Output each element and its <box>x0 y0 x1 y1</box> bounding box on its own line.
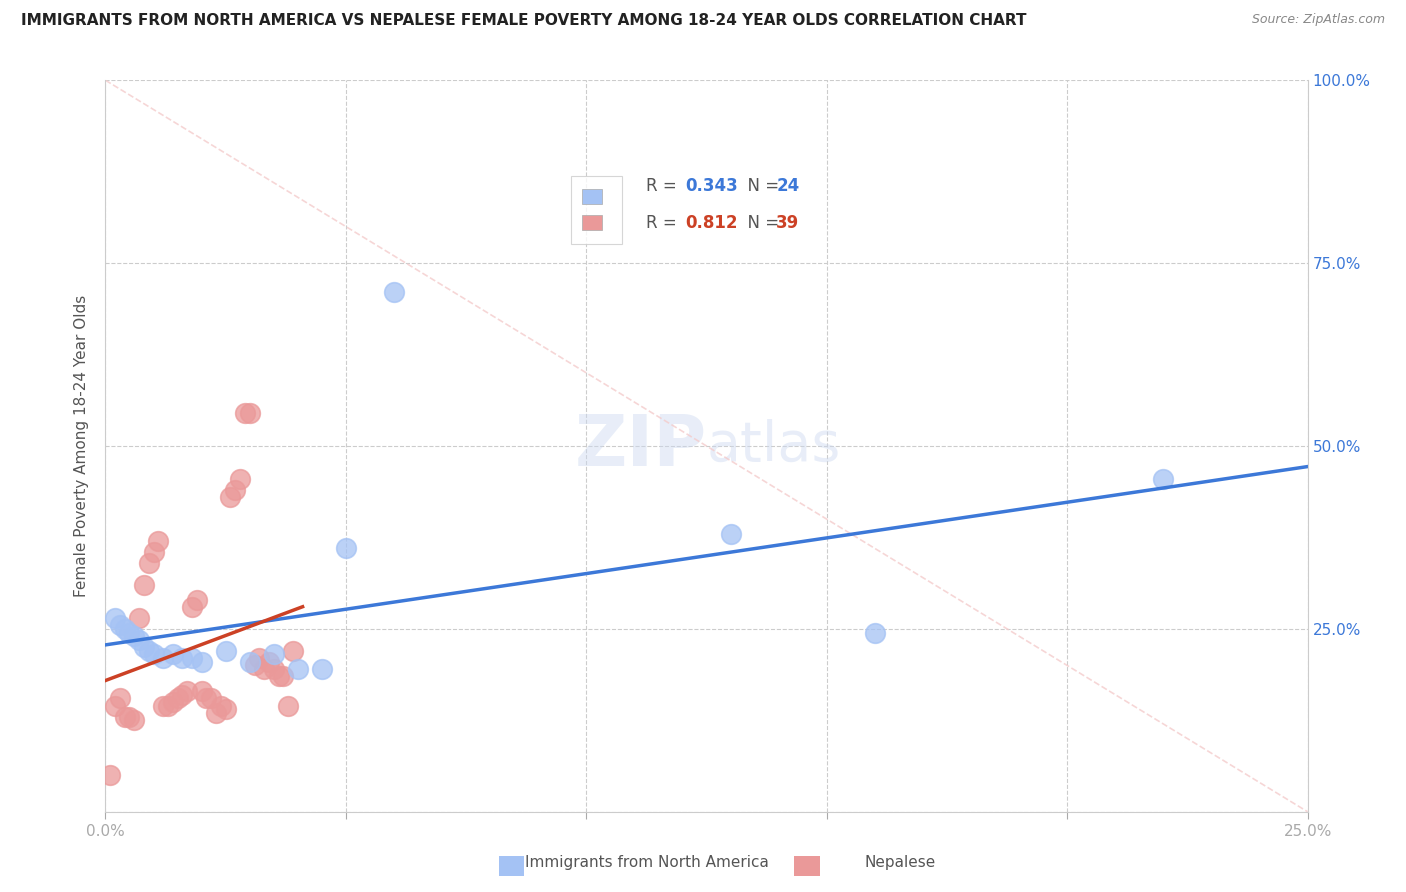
Point <box>720 526 742 541</box>
Point <box>128 632 150 647</box>
Y-axis label: Female Poverty Among 18-24 Year Olds: Female Poverty Among 18-24 Year Olds <box>75 295 90 597</box>
Legend: , : , <box>571 177 623 244</box>
Point <box>118 625 141 640</box>
Point <box>243 658 266 673</box>
Point <box>176 684 198 698</box>
Text: Nepalese: Nepalese <box>865 855 935 870</box>
Point <box>104 698 127 713</box>
Text: 0.812: 0.812 <box>685 214 737 232</box>
Point <box>172 651 194 665</box>
Point <box>132 578 155 592</box>
Point <box>200 691 222 706</box>
Text: atlas: atlas <box>707 419 841 473</box>
Point <box>156 698 179 713</box>
Point <box>263 648 285 662</box>
Point <box>124 714 146 728</box>
Text: IMMIGRANTS FROM NORTH AMERICA VS NEPALESE FEMALE POVERTY AMONG 18-24 YEAR OLDS C: IMMIGRANTS FROM NORTH AMERICA VS NEPALES… <box>21 13 1026 29</box>
Point <box>98 768 121 782</box>
Text: 24: 24 <box>776 178 800 195</box>
Point <box>335 541 357 556</box>
Text: R =: R = <box>647 214 682 232</box>
Text: N =: N = <box>737 178 785 195</box>
Point <box>257 655 280 669</box>
Point <box>224 483 246 497</box>
Point <box>162 648 184 662</box>
Point <box>311 662 333 676</box>
Point <box>138 556 160 570</box>
Point <box>108 691 131 706</box>
Point <box>114 709 136 723</box>
Point <box>132 640 155 655</box>
Point <box>239 406 262 420</box>
Point <box>214 644 236 658</box>
Point <box>138 644 160 658</box>
Point <box>142 648 165 662</box>
Point <box>181 599 204 614</box>
Point <box>239 655 262 669</box>
Text: 0.343: 0.343 <box>685 178 738 195</box>
Point <box>152 698 174 713</box>
Point <box>172 688 194 702</box>
Point <box>214 702 236 716</box>
Point <box>229 472 252 486</box>
Point <box>162 695 184 709</box>
Point <box>142 545 165 559</box>
Point <box>281 644 304 658</box>
Point <box>209 698 232 713</box>
Point <box>382 285 405 300</box>
Point <box>114 622 136 636</box>
Point <box>152 651 174 665</box>
Point <box>863 625 886 640</box>
Point <box>124 629 146 643</box>
Text: R =: R = <box>647 178 682 195</box>
Point <box>190 684 212 698</box>
Point <box>181 651 204 665</box>
Point <box>233 406 256 420</box>
Point <box>219 490 242 504</box>
Text: Source: ZipAtlas.com: Source: ZipAtlas.com <box>1251 13 1385 27</box>
Point <box>128 611 150 625</box>
Point <box>1152 472 1174 486</box>
Point <box>186 592 208 607</box>
Point <box>148 534 170 549</box>
Point <box>190 655 212 669</box>
Point <box>253 662 276 676</box>
Text: 39: 39 <box>776 214 800 232</box>
Text: N =: N = <box>737 214 785 232</box>
Point <box>166 691 188 706</box>
Point <box>118 709 141 723</box>
Point <box>287 662 309 676</box>
Point <box>108 618 131 632</box>
Point <box>247 651 270 665</box>
Point <box>267 669 290 683</box>
Text: ZIP: ZIP <box>574 411 707 481</box>
Point <box>273 669 295 683</box>
Point <box>104 611 127 625</box>
Point <box>263 662 285 676</box>
Point <box>195 691 218 706</box>
Point <box>205 706 228 720</box>
Text: Immigrants from North America: Immigrants from North America <box>524 855 769 870</box>
Point <box>277 698 299 713</box>
